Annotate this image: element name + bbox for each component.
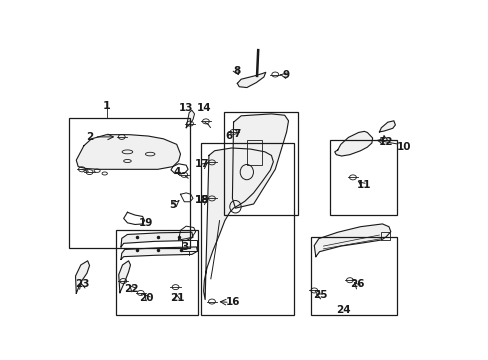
- Bar: [246, 140, 262, 165]
- Text: 12: 12: [378, 136, 393, 147]
- Polygon shape: [314, 224, 390, 257]
- Text: 21: 21: [169, 293, 184, 303]
- Text: 3: 3: [181, 242, 188, 252]
- Polygon shape: [121, 232, 193, 247]
- Bar: [68, 118, 189, 248]
- Text: 11: 11: [356, 180, 371, 190]
- Text: 23: 23: [75, 279, 89, 289]
- Text: 9: 9: [282, 70, 289, 80]
- Text: 7: 7: [232, 129, 240, 139]
- Bar: [181, 240, 196, 251]
- Polygon shape: [334, 131, 372, 156]
- Polygon shape: [119, 261, 130, 293]
- Text: 1: 1: [102, 100, 110, 111]
- Polygon shape: [232, 114, 288, 208]
- Polygon shape: [237, 72, 265, 87]
- Polygon shape: [75, 261, 89, 293]
- Text: 17: 17: [195, 159, 209, 169]
- Text: 25: 25: [312, 290, 326, 300]
- Bar: [201, 143, 294, 315]
- Polygon shape: [379, 121, 395, 132]
- Polygon shape: [186, 110, 194, 128]
- Text: 18: 18: [195, 195, 209, 205]
- Bar: [224, 112, 297, 215]
- Text: 8: 8: [232, 66, 240, 76]
- Text: 26: 26: [350, 279, 365, 289]
- Bar: [311, 237, 396, 315]
- Text: 22: 22: [124, 284, 138, 293]
- Text: 16: 16: [226, 297, 240, 307]
- Text: 5: 5: [169, 201, 176, 210]
- Text: 14: 14: [197, 103, 211, 113]
- Text: 15: 15: [194, 195, 209, 205]
- Text: 24: 24: [335, 305, 350, 315]
- Text: 13: 13: [179, 103, 193, 113]
- Bar: [329, 140, 396, 215]
- Bar: [381, 232, 389, 240]
- Polygon shape: [121, 247, 197, 260]
- Text: 2: 2: [86, 132, 93, 142]
- Text: 6: 6: [225, 131, 233, 141]
- Bar: [116, 230, 197, 315]
- Polygon shape: [76, 135, 180, 169]
- Text: 19: 19: [139, 219, 153, 228]
- Text: 4: 4: [173, 167, 180, 177]
- Polygon shape: [203, 148, 273, 300]
- Text: 20: 20: [139, 293, 154, 303]
- Text: 10: 10: [396, 142, 411, 152]
